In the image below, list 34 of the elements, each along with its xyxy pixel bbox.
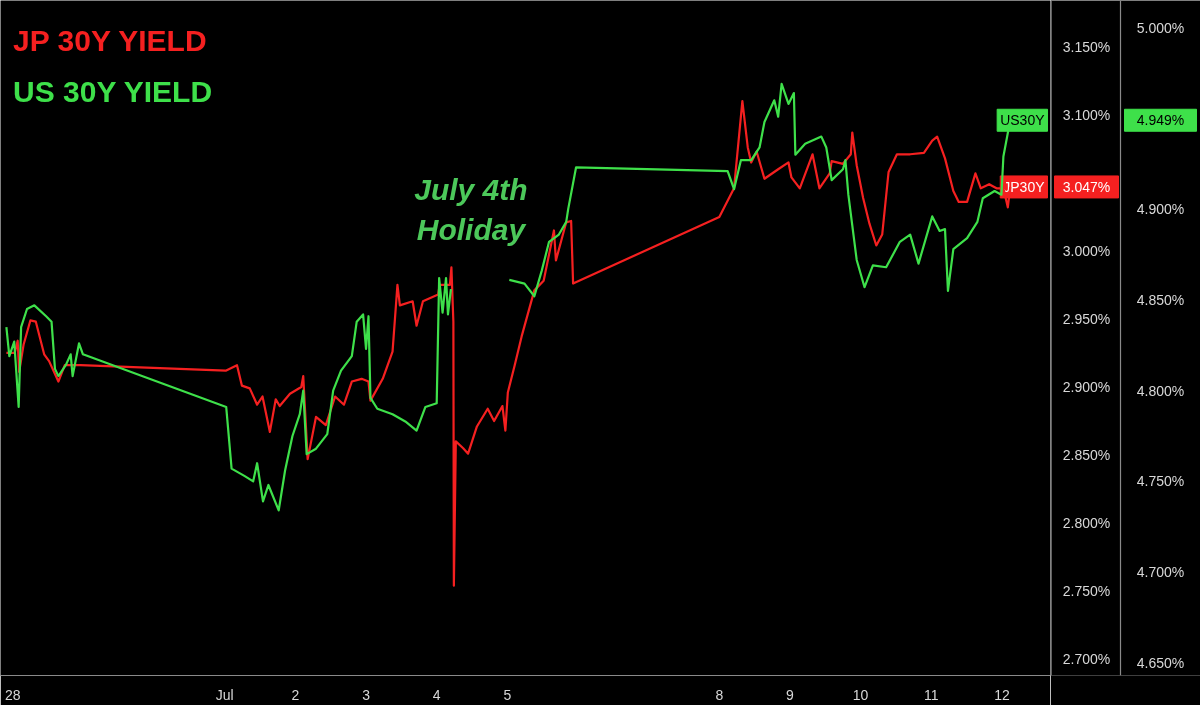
x-tick-label: 4 bbox=[432, 686, 441, 703]
y2-tick-label: 4.650% bbox=[1136, 654, 1185, 671]
x-tick-label: 28 bbox=[4, 686, 21, 703]
y-tick-label: 2.950% bbox=[1062, 310, 1111, 327]
y-tick-label: 3.047% bbox=[1062, 178, 1111, 195]
x-tick-label: 2 bbox=[291, 686, 300, 703]
y-tick-label: 3.150% bbox=[1062, 38, 1111, 55]
x-tick-label: 3 bbox=[362, 686, 371, 703]
y2-tick-label: 4.900% bbox=[1136, 201, 1185, 218]
y2-tick-label: 4.750% bbox=[1136, 473, 1185, 490]
y-tick-label: 2.850% bbox=[1062, 447, 1111, 464]
y-tick-label: 3.100% bbox=[1062, 106, 1111, 123]
y-tick-label: 2.800% bbox=[1062, 515, 1111, 532]
text: US 30Y YIELD bbox=[13, 74, 213, 108]
y2-tick-label: 4.800% bbox=[1136, 382, 1185, 399]
x-tick-label: 9 bbox=[786, 686, 795, 703]
y-tick-label: 2.900% bbox=[1062, 378, 1111, 395]
annotation: July 4th Holiday bbox=[414, 173, 528, 247]
x-tick-label: 8 bbox=[715, 686, 724, 703]
y2-tick-label: 4.949% bbox=[1136, 112, 1185, 129]
y-tick-label: 2.750% bbox=[1062, 583, 1111, 600]
y2-tick-label: 5.000% bbox=[1136, 19, 1185, 36]
y-tick-label: 3.000% bbox=[1062, 242, 1111, 259]
y2-tick-label: 4.700% bbox=[1136, 564, 1185, 581]
y-tick-label: 2.700% bbox=[1062, 651, 1111, 668]
x-tick-label: 10 bbox=[852, 686, 869, 703]
text: JP 30Y YIELD bbox=[13, 24, 207, 58]
annotation: US30Y bbox=[1000, 112, 1046, 129]
x-tick-label: 5 bbox=[503, 686, 512, 703]
y2-tick-label: 4.850% bbox=[1136, 291, 1185, 308]
x-tick-label: Jul bbox=[215, 686, 234, 703]
x-tick-label: 11 bbox=[924, 686, 939, 703]
x-tick-label: 12 bbox=[994, 686, 1010, 703]
annotation: JP30Y bbox=[1003, 178, 1046, 195]
